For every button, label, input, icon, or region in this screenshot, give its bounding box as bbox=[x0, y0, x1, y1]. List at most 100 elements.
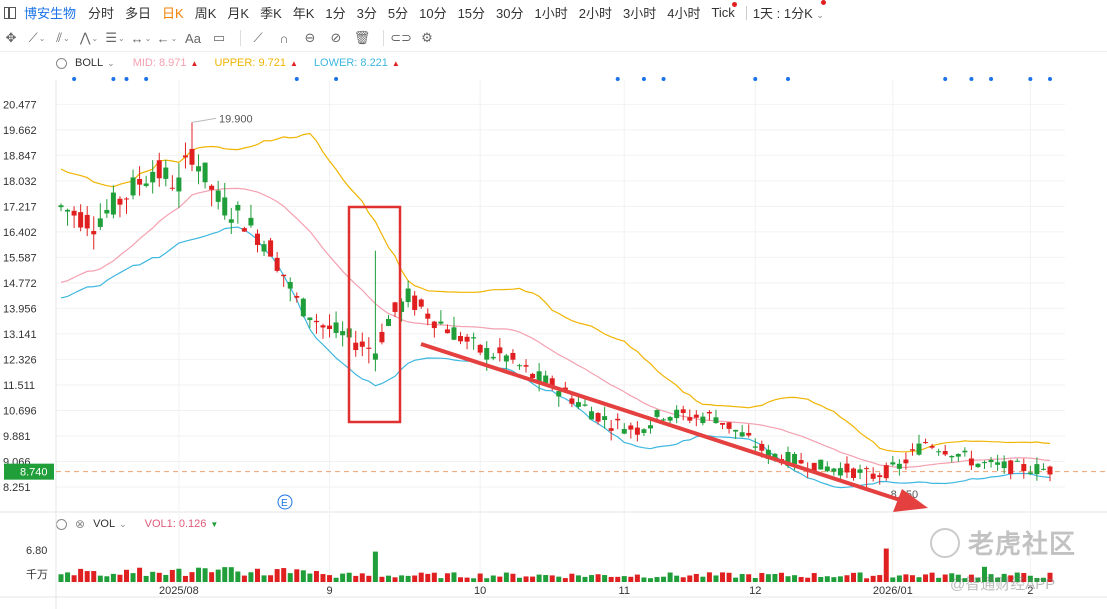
period-tab[interactable]: 年K bbox=[292, 6, 315, 21]
signal-dot bbox=[661, 77, 666, 81]
volume-bar bbox=[366, 575, 372, 582]
candle-body bbox=[523, 365, 529, 367]
period-tab[interactable]: 2小时 bbox=[578, 6, 612, 21]
timeframe-select[interactable]: 1天 : 1分K ⌄ bbox=[753, 0, 826, 22]
measure-icon[interactable]: ↔ ⌄ bbox=[130, 30, 152, 46]
candle-body bbox=[372, 353, 378, 360]
volume-bar bbox=[84, 571, 90, 582]
brush-icon[interactable]: ⟋ bbox=[253, 30, 263, 45]
signal-dot bbox=[1028, 77, 1033, 81]
volume-bar bbox=[399, 575, 405, 582]
volume-bar bbox=[340, 573, 346, 582]
period-tab[interactable]: Tick bbox=[711, 2, 737, 20]
channel-icon[interactable]: ⫽ ⌄ bbox=[56, 30, 70, 45]
candle-body bbox=[471, 337, 477, 339]
link-icon[interactable]: ⊂⊃ bbox=[390, 30, 412, 45]
line-icon[interactable]: ⟋ ⌄ bbox=[28, 30, 46, 45]
volume-bar bbox=[444, 573, 450, 582]
volume-bar bbox=[418, 572, 424, 582]
candle-body bbox=[851, 468, 857, 478]
period-tab[interactable]: 3小时 bbox=[622, 6, 657, 21]
period-tab[interactable]: 日K bbox=[162, 6, 184, 21]
chevron-down-icon[interactable]: ⌄ bbox=[119, 518, 127, 529]
notification-dot bbox=[731, 2, 737, 7]
candle-body bbox=[595, 413, 601, 422]
volume-bar bbox=[471, 578, 477, 582]
volume-bar bbox=[385, 575, 391, 582]
settings-icon[interactable]: ⚙ bbox=[421, 30, 433, 45]
period-tab[interactable]: 3分 bbox=[356, 6, 377, 21]
volume-bar bbox=[215, 569, 221, 582]
price-tick-label: 8.251 bbox=[3, 482, 31, 494]
period-tab[interactable]: 月K bbox=[227, 6, 250, 21]
volume-bar bbox=[962, 578, 968, 582]
gear-icon[interactable] bbox=[56, 57, 67, 69]
volume-bar bbox=[510, 573, 516, 582]
crosshair-icon[interactable]: ✥ bbox=[5, 30, 17, 45]
period-tab[interactable]: 季K bbox=[260, 6, 282, 21]
volume-bar bbox=[327, 575, 333, 582]
candle-body bbox=[772, 453, 778, 458]
candle-body bbox=[680, 409, 686, 413]
text-icon[interactable]: Aa bbox=[185, 30, 201, 46]
note-icon[interactable]: ▭ bbox=[212, 30, 226, 45]
stock-name[interactable]: 博安生物 bbox=[24, 6, 77, 21]
volume-bar bbox=[569, 573, 575, 582]
volume-axis-top: 6.80 bbox=[26, 545, 47, 557]
event-marker-label: E bbox=[281, 498, 288, 509]
period-tab[interactable]: 15分 bbox=[457, 6, 486, 21]
volume-bar bbox=[870, 575, 876, 582]
candle-body bbox=[215, 190, 221, 202]
volume-bar bbox=[156, 572, 162, 582]
boll-lower-label: LOWER: bbox=[313, 57, 358, 69]
volume-bar bbox=[1034, 577, 1040, 582]
hide-icon[interactable]: ⊘ bbox=[330, 30, 342, 45]
time-tick-label: 2026/01 bbox=[873, 585, 913, 597]
volume-bar bbox=[615, 576, 621, 582]
volume-bar bbox=[1008, 575, 1014, 582]
high-annotation-leader bbox=[191, 117, 217, 123]
period-tab[interactable]: 4小时 bbox=[667, 6, 701, 21]
volume-bar bbox=[536, 574, 542, 582]
period-tab[interactable]: 10分 bbox=[419, 6, 447, 21]
volume-bar bbox=[831, 577, 837, 582]
candle-body bbox=[792, 453, 798, 465]
up-triangle-icon: ▲ bbox=[391, 58, 400, 68]
period-tab[interactable]: 5分 bbox=[387, 6, 409, 21]
period-tab[interactable]: 1小时 bbox=[534, 6, 568, 21]
volume-bar bbox=[923, 574, 929, 582]
boll-lower-value: 8.221 bbox=[360, 57, 388, 69]
trash-icon[interactable]: 🗑 bbox=[353, 30, 371, 45]
period-tab[interactable]: 30分 bbox=[496, 6, 524, 21]
volume-bar bbox=[575, 575, 581, 582]
volume-bar bbox=[392, 577, 398, 582]
period-tab[interactable]: 多日 bbox=[125, 6, 152, 21]
wave-icon[interactable]: ⋀ ⌄ bbox=[79, 30, 99, 45]
candle-body bbox=[988, 459, 994, 463]
candle-body bbox=[235, 204, 241, 211]
arrow-icon[interactable]: ← ⌄ bbox=[156, 30, 178, 46]
signal-dot bbox=[943, 77, 948, 81]
volume-bar bbox=[674, 575, 680, 582]
volume-bar bbox=[268, 575, 274, 582]
close-icon[interactable]: ⊗ bbox=[75, 517, 86, 531]
period-tab[interactable]: 周K bbox=[194, 6, 217, 21]
volume-bar bbox=[503, 572, 509, 582]
volume-bar bbox=[438, 578, 444, 582]
magnet-icon[interactable]: ∩ bbox=[279, 30, 289, 46]
volume-bar bbox=[1047, 572, 1053, 582]
trend-arrow-line bbox=[420, 342, 901, 502]
candle-body bbox=[608, 428, 614, 431]
panel-toggle-icon[interactable] bbox=[4, 6, 16, 19]
chevron-down-icon[interactable]: ⌄ bbox=[107, 57, 115, 68]
high-annotation: 19.900 bbox=[219, 113, 253, 125]
period-tab[interactable]: 1分 bbox=[325, 6, 346, 21]
lock-icon[interactable]: ⊖ bbox=[304, 30, 316, 45]
candle-body bbox=[117, 198, 123, 205]
period-tab[interactable]: 分时 bbox=[88, 6, 115, 21]
fib-icon[interactable]: ☰ ⌄ bbox=[105, 30, 125, 45]
candle-body bbox=[674, 409, 680, 419]
volume-bar bbox=[412, 575, 418, 582]
candle-body bbox=[654, 410, 660, 417]
